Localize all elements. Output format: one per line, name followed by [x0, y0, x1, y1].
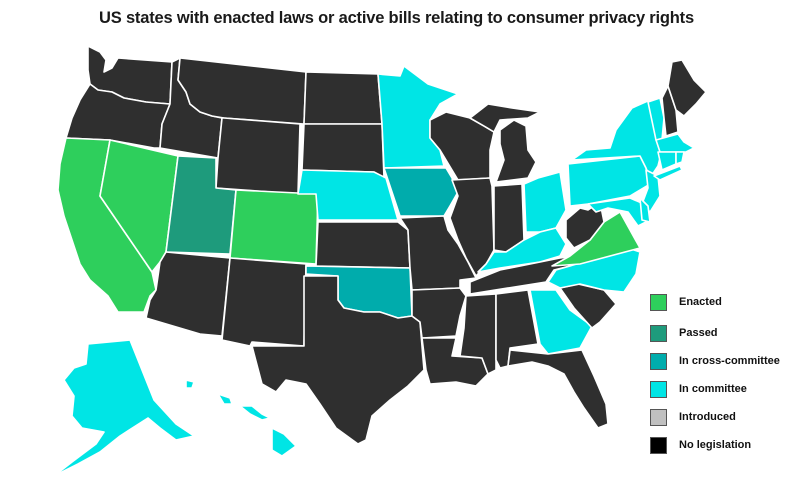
state-TX: [251, 275, 425, 445]
legend-swatch-passed: [650, 324, 667, 342]
legend-swatch-cross-committee: [650, 352, 667, 370]
state-MD: [587, 197, 647, 227]
legend-swatch-introduced: [650, 408, 667, 426]
state-HI-1: [185, 379, 195, 389]
legend-item-enacted: Enacted: [650, 292, 722, 312]
legend-item-passed: Passed: [650, 323, 718, 343]
state-CO: [229, 189, 319, 265]
state-HI-2: [217, 393, 233, 405]
state-PA: [567, 155, 651, 207]
legend-item-cross-committee: In cross-committee: [650, 351, 780, 371]
legend-label-no-legislation: No legislation: [679, 439, 752, 451]
legend-label-committee: In committee: [679, 383, 747, 395]
map-title: US states with enacted laws or active bi…: [99, 9, 694, 27]
state-ME: [667, 59, 707, 117]
state-AK: [53, 339, 195, 477]
state-HI-3: [239, 405, 271, 421]
state-IN: [493, 183, 525, 253]
state-GA: [529, 289, 593, 355]
legend-label-cross-committee: In cross-committee: [679, 355, 780, 367]
legend-label-enacted: Enacted: [679, 296, 722, 308]
legend-swatch-no-legislation: [650, 436, 667, 454]
state-IA: [383, 167, 459, 217]
state-NM: [221, 257, 307, 347]
legend-swatch-enacted: [650, 293, 667, 311]
legend-item-introduced: Introduced: [650, 407, 736, 427]
state-WV: [565, 201, 605, 249]
state-CT: [657, 151, 677, 171]
legend-label-passed: Passed: [679, 327, 718, 339]
legend-item-no-legislation: No legislation: [650, 435, 751, 455]
legend-item-committee: In committee: [650, 379, 747, 399]
state-FL: [507, 349, 609, 429]
state-RI: [675, 151, 685, 165]
state-NE: [297, 169, 399, 221]
legend-label-introduced: Introduced: [679, 411, 736, 423]
state-ND: [303, 71, 383, 125]
state-LA: [421, 337, 489, 387]
state-AR: [411, 287, 467, 339]
state-NC: [547, 247, 641, 293]
state-WI: [429, 111, 495, 181]
legend-swatch-committee: [650, 380, 667, 398]
state-VT: [647, 97, 665, 141]
state-WY: [215, 117, 301, 195]
state-HI-4: [271, 427, 297, 457]
state-IL: [449, 177, 495, 277]
state-LI: [653, 165, 683, 181]
state-VA: [551, 211, 641, 267]
state-KS: [315, 221, 411, 269]
state-MO: [399, 215, 477, 291]
state-MI-up: [469, 103, 541, 133]
state-OH: [523, 171, 567, 233]
state-MI: [495, 119, 537, 183]
state-DE: [639, 197, 651, 223]
